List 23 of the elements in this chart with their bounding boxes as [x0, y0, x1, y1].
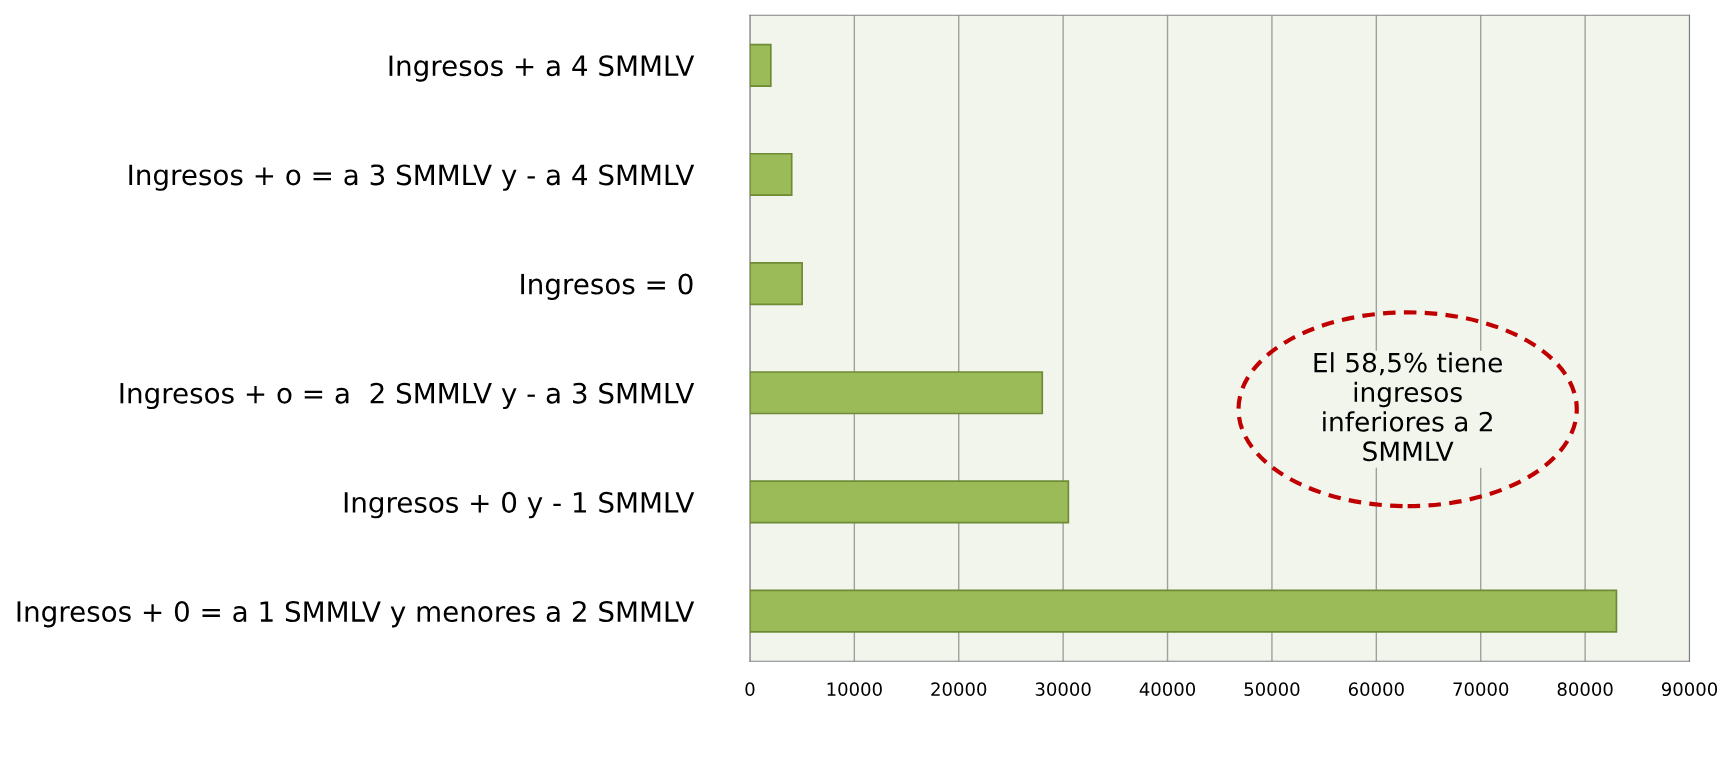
bar [749, 480, 1070, 524]
annotation: El 58,5% tiene ingresos inferiores a 2 SMMLV [1314, 352, 1502, 462]
x-tick-label: 60000 [1348, 682, 1404, 697]
y-tick-label: Ingresos + 0 y - 1 SMMLV [344, 491, 695, 519]
x-tick-label: 80000 [1557, 682, 1613, 697]
bar [749, 589, 1618, 633]
x-tick-label: 90000 [1661, 682, 1718, 697]
bar [749, 152, 793, 197]
y-tick-label: Ingresos = 0 [521, 273, 693, 300]
x-tick-label: 40000 [1139, 682, 1196, 697]
x-tick-label: 0 [745, 682, 755, 697]
bar [749, 43, 772, 87]
x-tick-label: 20000 [931, 682, 987, 697]
bar [749, 262, 803, 306]
y-tick-label: Ingresos + a 4 SMMLV [389, 55, 695, 82]
y-tick-label: Ingresos + 0 = a 1 SMMLV y menores a 2 SMMLV [17, 601, 695, 628]
x-tick-label: 70000 [1453, 682, 1509, 697]
x-tick-label: 30000 [1035, 682, 1091, 697]
x-tick-label: 10000 [827, 682, 882, 697]
y-tick-label: Ingresos + o = a 2 SMMLV y - a 3 SMMLV [120, 382, 695, 410]
bar [749, 371, 1044, 415]
y-tick-label: Ingresos + o = a 3 SMMLV y - a 4 SMMLV [129, 164, 695, 191]
x-tick-label: 50000 [1244, 682, 1300, 697]
